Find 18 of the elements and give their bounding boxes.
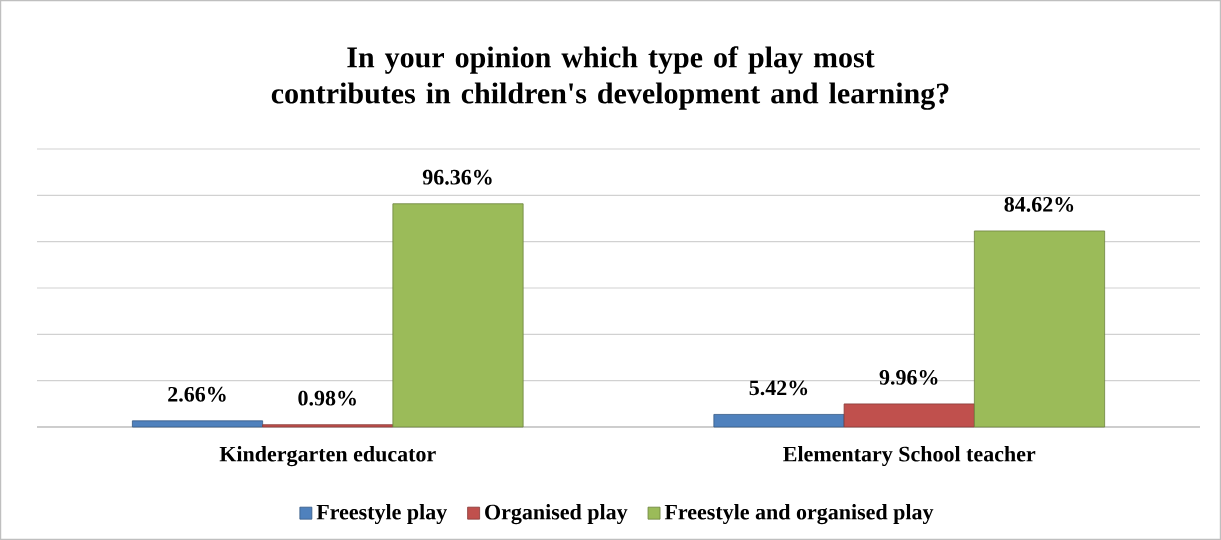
bar — [713, 414, 845, 428]
bar — [262, 424, 394, 428]
legend-label: Organised play — [485, 504, 628, 525]
bar — [131, 420, 264, 428]
data-label: 5.42% — [749, 380, 808, 396]
data-label: 84.62% — [1004, 196, 1074, 212]
data-label: 96.36% — [422, 169, 492, 185]
legend-label: Freestyle and organised play — [664, 504, 934, 525]
bar — [843, 403, 975, 428]
data-label: 0.98% — [298, 390, 356, 406]
chart-title: In your opinion which type of play most contributes in children's development and learning? — [271, 46, 949, 110]
x-tick-label: Elementary School teacher — [783, 446, 1036, 467]
x-tick-label: Kindergarten educator — [219, 446, 436, 467]
data-label: 9.96% — [879, 369, 938, 385]
data-label: 2.66% — [168, 386, 226, 402]
bar — [973, 230, 1106, 428]
bar — [392, 203, 524, 428]
legend-label: Freestyle play — [316, 504, 447, 525]
